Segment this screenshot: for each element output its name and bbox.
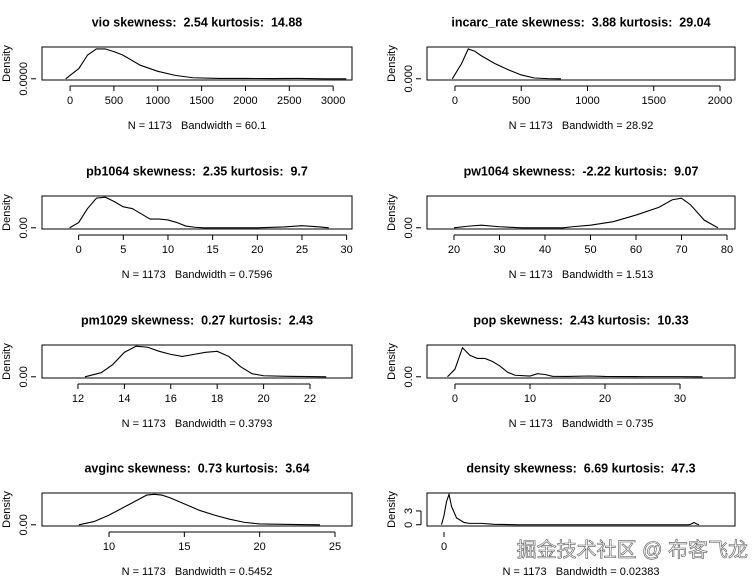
x-tick-label: 20 (257, 393, 269, 405)
panel-title: pop skewness: 2.43 kurtosis: 10.33 (473, 313, 688, 327)
panel-title: incarc_rate skewness: 3.88 kurtosis: 29.… (451, 15, 710, 29)
y-tick-label: 0 (403, 522, 415, 528)
plot-box (426, 492, 736, 527)
x-tick-label: 25 (296, 244, 308, 256)
x-tick-label: 20 (254, 541, 266, 553)
y-axis-label: Density (386, 491, 398, 528)
x-tick-label: 1000 (575, 95, 599, 107)
plot-box (41, 46, 353, 81)
x-tick-label: 70 (675, 244, 687, 256)
panel-title: pm1029 skewness: 0.27 kurtosis: 2.43 (81, 313, 313, 327)
x-tick-label: 60 (630, 244, 642, 256)
y-axis-label: Density (386, 194, 398, 231)
x-tick-label: 10 (103, 541, 115, 553)
x-tick-label: 0 (452, 95, 458, 107)
x-tick-label: 500 (105, 95, 123, 107)
x-tick-label: 80 (721, 244, 733, 256)
x-tick-label: 30 (341, 244, 353, 256)
density-line (451, 48, 561, 80)
x-tick-label: 0 (76, 244, 82, 256)
x-tick-label: 30 (674, 393, 686, 405)
y-tick-label: 0.00 (18, 514, 30, 535)
x-tick-label: 20 (251, 244, 263, 256)
x-tick-label: 2000 (708, 95, 732, 107)
x-axis-label: N = 1173 Bandwidth = 0.735 (509, 418, 654, 430)
x-tick-label: 10 (162, 244, 174, 256)
x-tick-label: 2500 (277, 95, 301, 107)
density-line (453, 197, 719, 229)
y-axis-label: Density (1, 45, 13, 82)
x-tick-label: 50 (584, 244, 596, 256)
x-axis-label: N = 1173 Bandwidth = 28.92 (509, 120, 654, 132)
plot-box (41, 195, 353, 230)
x-tick-label: 0 (67, 95, 73, 107)
y-tick-label: 0.000 (403, 65, 415, 93)
x-axis-label: N = 1173 Bandwidth = 0.3793 (122, 418, 273, 430)
density-line (84, 345, 327, 378)
plot-box (41, 492, 353, 527)
y-tick-label: 0.00 (18, 217, 30, 238)
y-tick-label: 0.00 (403, 217, 415, 238)
x-tick-label: 30 (493, 244, 505, 256)
plot-box (426, 46, 736, 81)
y-tick-label: 0.00 (18, 366, 30, 387)
plot-box (426, 195, 736, 230)
y-axis-label: Density (1, 491, 13, 528)
density-line (447, 346, 703, 378)
x-tick-label: 2000 (233, 95, 257, 107)
x-tick-label: 25 (329, 541, 341, 553)
x-tick-label: 12 (72, 393, 84, 405)
plot-box (426, 344, 736, 379)
x-tick-label: 3000 (321, 95, 345, 107)
plot-box (41, 344, 353, 379)
x-tick-label: 18 (211, 393, 223, 405)
y-tick-label: 0.0000 (18, 62, 30, 96)
x-tick-label: 0 (452, 393, 458, 405)
x-tick-label: 1500 (189, 95, 213, 107)
panel-title: vio skewness: 2.54 kurtosis: 14.88 (92, 15, 303, 29)
x-tick-label: 10 (524, 393, 536, 405)
y-axis-label: Density (1, 194, 13, 231)
x-axis-label: N = 1173 Bandwidth = 0.5452 (122, 566, 273, 578)
y-axis-label: Density (1, 343, 13, 380)
x-tick-label: 40 (539, 244, 551, 256)
x-tick-label: 1000 (146, 95, 170, 107)
x-tick-label: 15 (207, 244, 219, 256)
panel-title: density skewness: 6.69 kurtosis: 47.3 (466, 461, 695, 475)
density-line (440, 492, 700, 526)
density-line (65, 48, 347, 80)
x-axis-label: N = 1173 Bandwidth = 0.02383 (503, 566, 660, 578)
x-axis-label: N = 1173 Bandwidth = 60.1 (128, 120, 267, 132)
x-tick-label: 16 (165, 393, 177, 405)
x-tick-label: 22 (304, 393, 316, 405)
x-tick-label: 1500 (642, 95, 666, 107)
x-tick-label: 5 (120, 244, 126, 256)
panel-title: avginc skewness: 0.73 kurtosis: 3.64 (84, 461, 309, 475)
panel-title: pb1064 skewness: 2.35 kurtosis: 9.7 (86, 164, 308, 178)
density-line (78, 493, 320, 526)
density-line (69, 196, 329, 229)
x-tick-label: 20 (599, 393, 611, 405)
x-tick-label: 0 (441, 541, 447, 553)
x-tick-label: 500 (512, 95, 530, 107)
watermark: 掘金技术社区 @ 布客飞龙 (517, 538, 748, 561)
x-tick-label: 20 (448, 244, 460, 256)
x-axis-label: N = 1173 Bandwidth = 0.7596 (122, 269, 273, 281)
x-tick-label: 14 (118, 393, 130, 405)
x-axis-label: N = 1173 Bandwidth = 1.513 (509, 269, 654, 281)
y-tick-label: 3 (403, 508, 415, 514)
y-axis-label: Density (386, 45, 398, 82)
y-tick-label: 0.00 (403, 366, 415, 387)
y-axis-label: Density (386, 343, 398, 380)
panel-title: pw1064 skewness: -2.22 kurtosis: 9.07 (464, 164, 699, 178)
x-tick-label: 15 (178, 541, 190, 553)
